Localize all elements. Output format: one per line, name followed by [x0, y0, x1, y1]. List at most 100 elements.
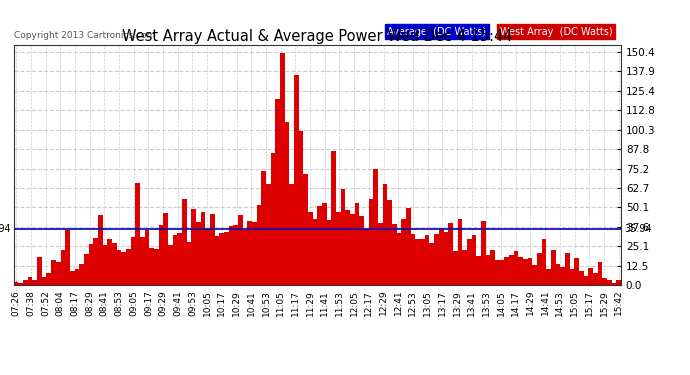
Bar: [462, 250, 467, 285]
Bar: [228, 226, 233, 285]
Bar: [93, 238, 98, 285]
Bar: [19, 284, 23, 285]
Bar: [471, 234, 476, 285]
Bar: [397, 233, 402, 285]
Bar: [486, 255, 490, 285]
Bar: [14, 282, 19, 285]
Bar: [186, 242, 191, 285]
Bar: [257, 204, 262, 285]
Bar: [145, 230, 149, 285]
Bar: [388, 200, 392, 285]
Bar: [299, 131, 304, 285]
Bar: [275, 99, 280, 285]
Bar: [378, 223, 383, 285]
Bar: [159, 225, 164, 285]
Bar: [313, 219, 317, 285]
Bar: [523, 259, 528, 285]
Bar: [121, 252, 126, 285]
Bar: [490, 251, 495, 285]
Bar: [593, 273, 598, 285]
Bar: [457, 219, 462, 285]
Bar: [383, 184, 388, 285]
Bar: [336, 211, 341, 285]
Text: Copyright 2013 Cartronics.com: Copyright 2013 Cartronics.com: [14, 31, 155, 40]
Bar: [243, 230, 247, 285]
Text: 35.94: 35.94: [624, 224, 652, 234]
Bar: [579, 271, 584, 285]
Bar: [233, 225, 238, 285]
Bar: [37, 257, 42, 285]
Bar: [215, 236, 219, 285]
Bar: [542, 239, 546, 285]
Bar: [46, 273, 51, 285]
Bar: [126, 249, 130, 285]
Bar: [518, 257, 523, 285]
Bar: [308, 212, 313, 285]
Bar: [304, 174, 308, 285]
Bar: [182, 200, 186, 285]
Bar: [444, 232, 448, 285]
Bar: [495, 260, 500, 285]
Bar: [289, 184, 294, 285]
Bar: [252, 222, 257, 285]
Text: Average  (DC Watts): Average (DC Watts): [387, 27, 486, 37]
Bar: [32, 280, 37, 285]
Bar: [406, 208, 411, 285]
Bar: [598, 262, 602, 285]
Bar: [210, 214, 215, 285]
Bar: [602, 278, 607, 285]
Bar: [509, 255, 513, 285]
Bar: [56, 262, 61, 285]
Bar: [149, 248, 154, 285]
Bar: [135, 183, 140, 285]
Bar: [368, 200, 373, 285]
Bar: [262, 171, 266, 285]
Bar: [285, 122, 289, 285]
Bar: [331, 152, 336, 285]
Bar: [425, 235, 429, 285]
Bar: [373, 169, 378, 285]
Bar: [42, 277, 46, 285]
Bar: [61, 250, 65, 285]
Bar: [164, 213, 168, 285]
Bar: [355, 203, 359, 285]
Bar: [551, 250, 555, 285]
Bar: [513, 251, 518, 285]
Bar: [51, 260, 56, 285]
Bar: [589, 268, 593, 285]
Bar: [584, 276, 589, 285]
Bar: [341, 189, 346, 285]
Bar: [98, 215, 103, 285]
Title: West Array Actual & Average Power Wed Dec 4 15:44: West Array Actual & Average Power Wed De…: [122, 29, 513, 44]
Bar: [103, 245, 107, 285]
Bar: [280, 53, 285, 285]
Bar: [434, 234, 439, 285]
Bar: [322, 203, 327, 285]
Bar: [88, 244, 93, 285]
Bar: [266, 184, 270, 285]
Bar: [546, 269, 551, 285]
Bar: [327, 220, 331, 285]
Bar: [364, 229, 368, 285]
Bar: [130, 237, 135, 285]
Bar: [392, 224, 397, 285]
Bar: [294, 75, 299, 285]
Bar: [172, 235, 177, 285]
Bar: [481, 221, 486, 285]
Bar: [537, 253, 542, 285]
Bar: [448, 223, 453, 285]
Bar: [224, 232, 228, 285]
Bar: [346, 210, 350, 285]
Bar: [528, 258, 532, 285]
Bar: [616, 280, 621, 285]
Text: 35.94: 35.94: [0, 224, 10, 234]
Bar: [453, 251, 457, 285]
Bar: [560, 267, 565, 285]
Bar: [611, 282, 616, 285]
Bar: [504, 257, 509, 285]
Bar: [415, 239, 420, 285]
Bar: [574, 258, 579, 285]
Bar: [467, 238, 471, 285]
Bar: [191, 209, 196, 285]
Bar: [500, 260, 504, 285]
